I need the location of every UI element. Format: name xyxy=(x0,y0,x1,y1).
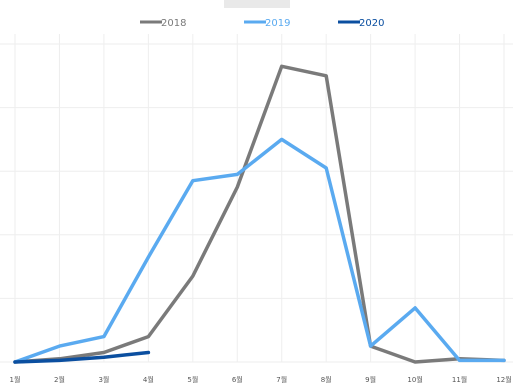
data-point-2020-4 xyxy=(147,351,150,354)
x-tick-label: 3월 xyxy=(98,375,109,384)
data-point-2019-2 xyxy=(58,345,61,347)
data-point-2019-11 xyxy=(458,359,461,362)
legend-label-2018: 2018 xyxy=(161,18,186,29)
data-point-2019-6 xyxy=(236,173,239,176)
data-point-2019-10 xyxy=(414,307,416,309)
data-point-2019-5 xyxy=(192,179,194,182)
x-tick-label: 12월 xyxy=(496,375,511,384)
data-point-2020-3 xyxy=(103,356,105,359)
series-line-2018 xyxy=(13,64,506,364)
x-tick-label: 4월 xyxy=(143,375,154,384)
data-point-2019-12 xyxy=(503,359,505,362)
x-tick-label: 1월 xyxy=(10,375,21,384)
series-line-2019 xyxy=(13,137,506,364)
x-tick-label: 5월 xyxy=(187,375,198,384)
header-tab-stub xyxy=(224,0,290,8)
chart-grid xyxy=(0,34,513,363)
x-tick-label: 10월 xyxy=(407,375,422,384)
x-axis-tick-labels: 1월 2월 3월 4월 5월 6월 7월 8월 9월 10월 11월 12월 xyxy=(10,375,512,384)
x-tick-label: 11월 xyxy=(452,375,467,384)
data-point-2018-5 xyxy=(192,275,194,277)
chart-legend: 2018 2019 2020 xyxy=(140,18,384,29)
x-tick-label: 7월 xyxy=(276,375,287,384)
data-point-2018-10 xyxy=(414,361,416,363)
x-tick-label: 8월 xyxy=(321,375,332,384)
data-point-2018-4 xyxy=(147,335,150,338)
x-tick-label: 9월 xyxy=(365,375,376,384)
data-point-2018-3 xyxy=(103,351,105,354)
data-point-2019-8 xyxy=(325,167,327,169)
data-point-2019-4 xyxy=(147,256,150,258)
chart-series xyxy=(13,64,506,364)
series-line-2020 xyxy=(13,350,151,364)
data-point-2018-6 xyxy=(236,186,239,188)
data-point-2019-7 xyxy=(280,138,283,141)
legend-label-2019: 2019 xyxy=(265,18,290,29)
x-tick-label: 2월 xyxy=(54,375,65,384)
x-tick-label: 6월 xyxy=(232,375,243,384)
data-point-2018-7 xyxy=(280,65,283,68)
data-point-2019-9 xyxy=(369,345,372,347)
data-point-2019-3 xyxy=(103,335,105,338)
data-point-2020-2 xyxy=(58,359,61,362)
data-point-2020-1 xyxy=(14,361,16,363)
data-point-2018-8 xyxy=(325,75,327,77)
legend-label-2020: 2020 xyxy=(359,18,384,29)
